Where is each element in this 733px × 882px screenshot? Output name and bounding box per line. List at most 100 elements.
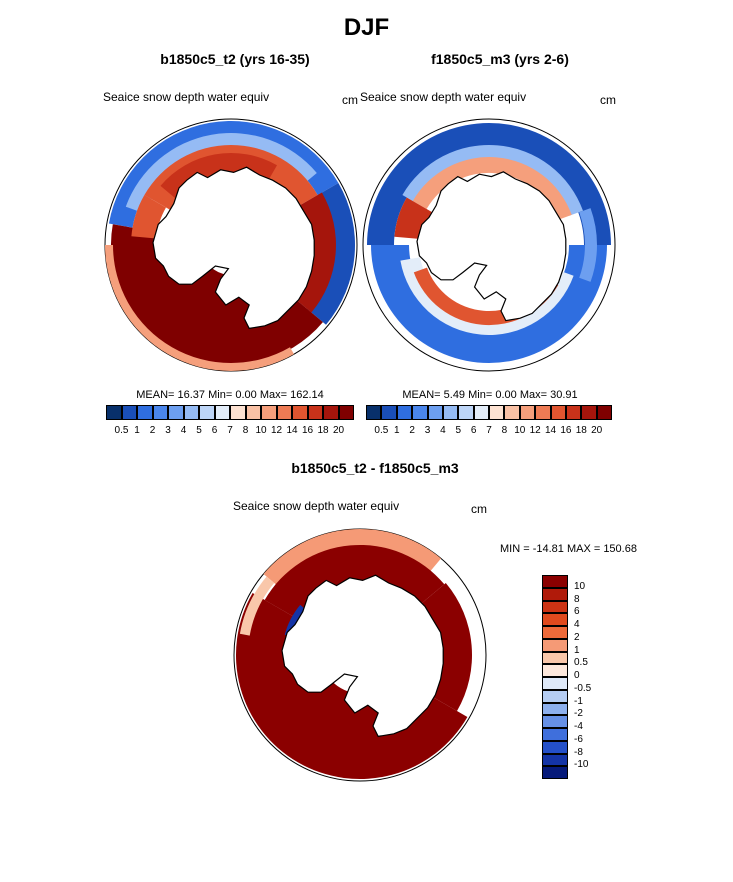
colorbar-tick-label: 7 bbox=[486, 425, 492, 436]
panel-3-minmax: MIN = -14.81 MAX = 150.68 bbox=[500, 543, 637, 555]
colorbar-tick-label: 14 bbox=[286, 425, 298, 436]
colorbar-swatch bbox=[542, 766, 568, 779]
mean-label: MEAN= bbox=[136, 389, 175, 401]
colorbar-tick-label: 6 bbox=[470, 425, 477, 436]
colorbar-swatch bbox=[542, 715, 568, 728]
panel-2-units: cm bbox=[600, 93, 616, 107]
colorbar-tick-label: 0.5 bbox=[114, 425, 129, 436]
colorbar-tick-label: 6 bbox=[211, 425, 218, 436]
colorbar-swatch bbox=[307, 405, 323, 420]
sea-ice-sector-8 bbox=[579, 208, 597, 282]
colorbar-swatch bbox=[519, 405, 536, 420]
max-label: Max= bbox=[259, 389, 288, 401]
colorbar-tick-label: 7 bbox=[227, 425, 233, 436]
colorbar-swatch bbox=[366, 405, 382, 420]
colorbar-tick-label: 12 bbox=[270, 425, 283, 436]
panel-3-variable: Seaice snow depth water equiv bbox=[233, 499, 400, 513]
min-label: Min= bbox=[468, 389, 493, 401]
colorbar-swatch bbox=[323, 405, 339, 420]
panel-1-variable: Seaice snow depth water equiv bbox=[103, 90, 270, 104]
colorbar-tick-label: 20 bbox=[591, 425, 603, 436]
colorbar-tick-label: -4 bbox=[574, 721, 583, 732]
colorbar-swatch bbox=[565, 405, 582, 420]
colorbar-tick-label: -0.5 bbox=[574, 682, 592, 694]
colorbar-tick-label: 18 bbox=[575, 425, 587, 436]
colorbar-swatch bbox=[542, 689, 568, 703]
panel-3-title: b1850c5_t2 - f1850c5_m3 bbox=[291, 460, 459, 476]
colorbar-swatch bbox=[276, 405, 292, 420]
colorbar-swatch bbox=[106, 405, 122, 420]
panel-3-colorbar: 10 8 6 4 2 1 0.5 0 -0.5 -1 -2 -4 -6 -8 -10 bbox=[542, 575, 591, 779]
colorbar-swatch bbox=[412, 405, 428, 420]
colorbar-swatch bbox=[542, 677, 568, 690]
colorbar-swatch bbox=[473, 405, 489, 420]
colorbar-tick-label: 8 bbox=[242, 425, 249, 436]
colorbar-swatch bbox=[542, 575, 568, 588]
panel-3-map bbox=[233, 528, 487, 782]
colorbar-swatch bbox=[489, 405, 505, 420]
colorbar-swatch bbox=[542, 587, 568, 601]
sea-ice-sector-1 bbox=[367, 123, 611, 245]
colorbar-tick-label: 0.5 bbox=[574, 657, 588, 669]
colorbar-swatch bbox=[542, 638, 568, 652]
colorbar-tick-label: 10 bbox=[574, 580, 586, 592]
antarctica-landmass bbox=[281, 574, 444, 738]
colorbar-tick-label: -10 bbox=[574, 759, 589, 771]
colorbar-tick-label: 8 bbox=[501, 425, 508, 436]
max-label: Max= bbox=[519, 389, 548, 401]
colorbar-swatch bbox=[230, 405, 246, 420]
colorbar-swatch bbox=[550, 405, 566, 420]
colorbar-tick-label: -6 bbox=[574, 733, 583, 745]
max-value: 30.91 bbox=[550, 389, 578, 401]
colorbar-tick-label: 4 bbox=[440, 425, 446, 436]
colorbar-swatch bbox=[137, 405, 153, 420]
colorbar-tick-label: 0 bbox=[574, 670, 580, 681]
panel-2-stats: MEAN= 5.49 Min= 0.00 Max= 30.91 bbox=[365, 389, 615, 401]
mean-value: 16.37 bbox=[177, 389, 206, 401]
colorbar-swatch bbox=[396, 405, 413, 420]
colorbar-tick-label: 4 bbox=[574, 619, 580, 630]
panel-1-units: cm bbox=[342, 93, 358, 107]
panel-1-stats: MEAN= 16.37 Min= 0.00 Max= 162.14 bbox=[105, 389, 355, 401]
min-value: 0.00 bbox=[235, 389, 257, 401]
panel-1-colorbar: 0.5 1 2 3 4 5 6 7 8 10 12 14 16 18 20 bbox=[106, 405, 354, 436]
colorbar-swatch bbox=[292, 405, 308, 420]
max-value: 162.14 bbox=[290, 389, 324, 401]
colorbar-swatch bbox=[214, 405, 230, 420]
colorbar-swatch bbox=[542, 626, 568, 639]
colorbar-swatch bbox=[168, 405, 184, 420]
colorbar-swatch bbox=[542, 753, 568, 767]
sea-ice-sector-4 bbox=[412, 157, 572, 221]
panel-2-map bbox=[362, 118, 616, 372]
colorbar-tick-label: 6 bbox=[574, 606, 580, 618]
panel-2-colorbar: 0.5 1 2 3 4 5 6 7 8 10 12 14 16 18 20 bbox=[366, 405, 612, 436]
colorbar-swatch bbox=[245, 405, 261, 420]
colorbar-swatch bbox=[542, 664, 568, 677]
colorbar-swatch bbox=[427, 405, 443, 420]
colorbar-swatch bbox=[199, 405, 215, 420]
colorbar-tick-label: 0.5 bbox=[374, 425, 389, 436]
panel-2-variable: Seaice snow depth water equiv bbox=[360, 90, 527, 104]
colorbar-tick-label: 1 bbox=[393, 425, 400, 436]
colorbar-tick-label: 12 bbox=[529, 425, 541, 436]
sea-ice-sector-3 bbox=[144, 145, 318, 210]
colorbar-tick-label: -8 bbox=[574, 746, 583, 758]
main-title: DJF bbox=[343, 14, 390, 41]
colorbar-swatch bbox=[535, 405, 551, 420]
colorbar-swatch bbox=[542, 740, 568, 754]
colorbar-swatch bbox=[338, 405, 354, 420]
colorbar-tick-label: 2 bbox=[574, 631, 580, 643]
colorbar-tick-label: 16 bbox=[560, 425, 572, 436]
colorbar-swatch bbox=[381, 405, 397, 420]
colorbar-tick-label: 10 bbox=[255, 425, 267, 436]
sea-ice-sector-5 bbox=[400, 257, 574, 335]
colorbar-swatch bbox=[581, 405, 597, 420]
mean-label: MEAN= bbox=[402, 389, 441, 401]
colorbar-tick-label: -1 bbox=[574, 695, 583, 707]
colorbar-tick-label: 14 bbox=[544, 425, 557, 436]
colorbar-swatch bbox=[261, 405, 277, 420]
colorbar-tick-label: 20 bbox=[332, 425, 345, 436]
panel-3-units: cm bbox=[471, 502, 487, 516]
colorbar-tick-label: 1 bbox=[574, 644, 580, 656]
panel-1-map bbox=[104, 118, 358, 372]
